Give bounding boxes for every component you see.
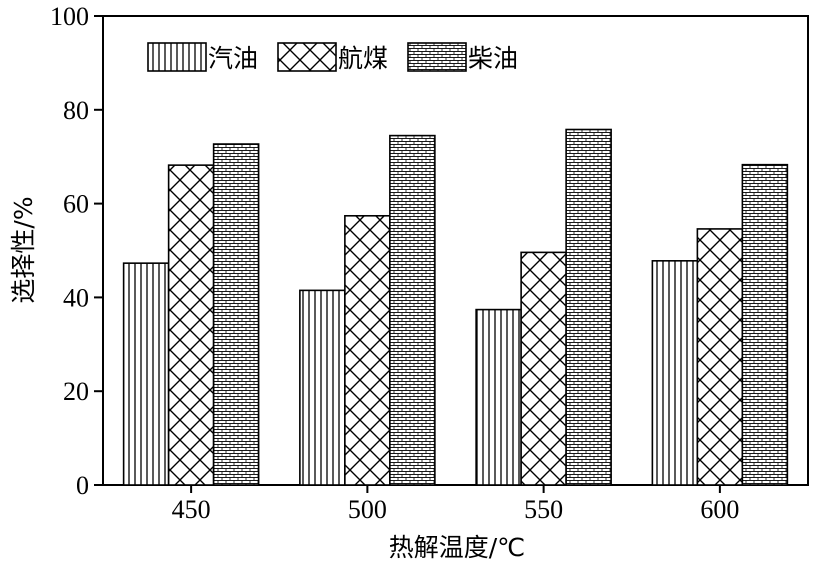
legend-swatch-航煤	[277, 42, 337, 72]
bar-500-柴油	[389, 134, 436, 486]
bar-600-汽油	[651, 260, 699, 486]
x-axis-title: 热解温度/℃	[389, 533, 526, 562]
y-tick-label-100: 100	[50, 2, 89, 31]
bar-500-航煤	[344, 214, 391, 486]
x-tick-label-450: 450	[172, 495, 211, 524]
y-tick-label-60: 60	[63, 190, 89, 219]
y-tick-label-20: 20	[63, 377, 89, 406]
bars	[122, 128, 789, 486]
legend-swatch-汽油	[147, 42, 207, 72]
axes: 0 20 40 60 80 100 450 500 550 600	[50, 2, 739, 524]
y-tick-label-40: 40	[63, 283, 89, 312]
plot-frame	[102, 15, 809, 486]
y-axis-title: 选择性/%	[9, 196, 38, 303]
bar-550-柴油	[565, 128, 612, 486]
legend-label-航煤: 航煤	[338, 44, 388, 73]
x-tick-label-600: 600	[700, 495, 739, 524]
y-tick-label-0: 0	[76, 471, 89, 500]
legend-label-汽油: 汽油	[208, 44, 258, 73]
bar-450-柴油	[212, 143, 260, 486]
bar-550-航煤	[520, 251, 567, 486]
legend: 汽油 航煤 柴油	[147, 42, 518, 73]
bar-500-汽油	[299, 289, 346, 486]
legend-label-柴油: 柴油	[468, 44, 518, 73]
bar-450-航煤	[167, 164, 215, 486]
bar-600-柴油	[741, 163, 789, 486]
y-tick-label-80: 80	[63, 96, 89, 125]
x-tick-label-550: 550	[524, 495, 563, 524]
plot-area	[102, 15, 809, 486]
legend-swatch-柴油	[407, 42, 467, 72]
bar-600-航煤	[696, 228, 744, 486]
bar-450-汽油	[122, 262, 170, 486]
x-tick-label-500: 500	[348, 495, 387, 524]
bar-550-汽油	[475, 308, 522, 486]
